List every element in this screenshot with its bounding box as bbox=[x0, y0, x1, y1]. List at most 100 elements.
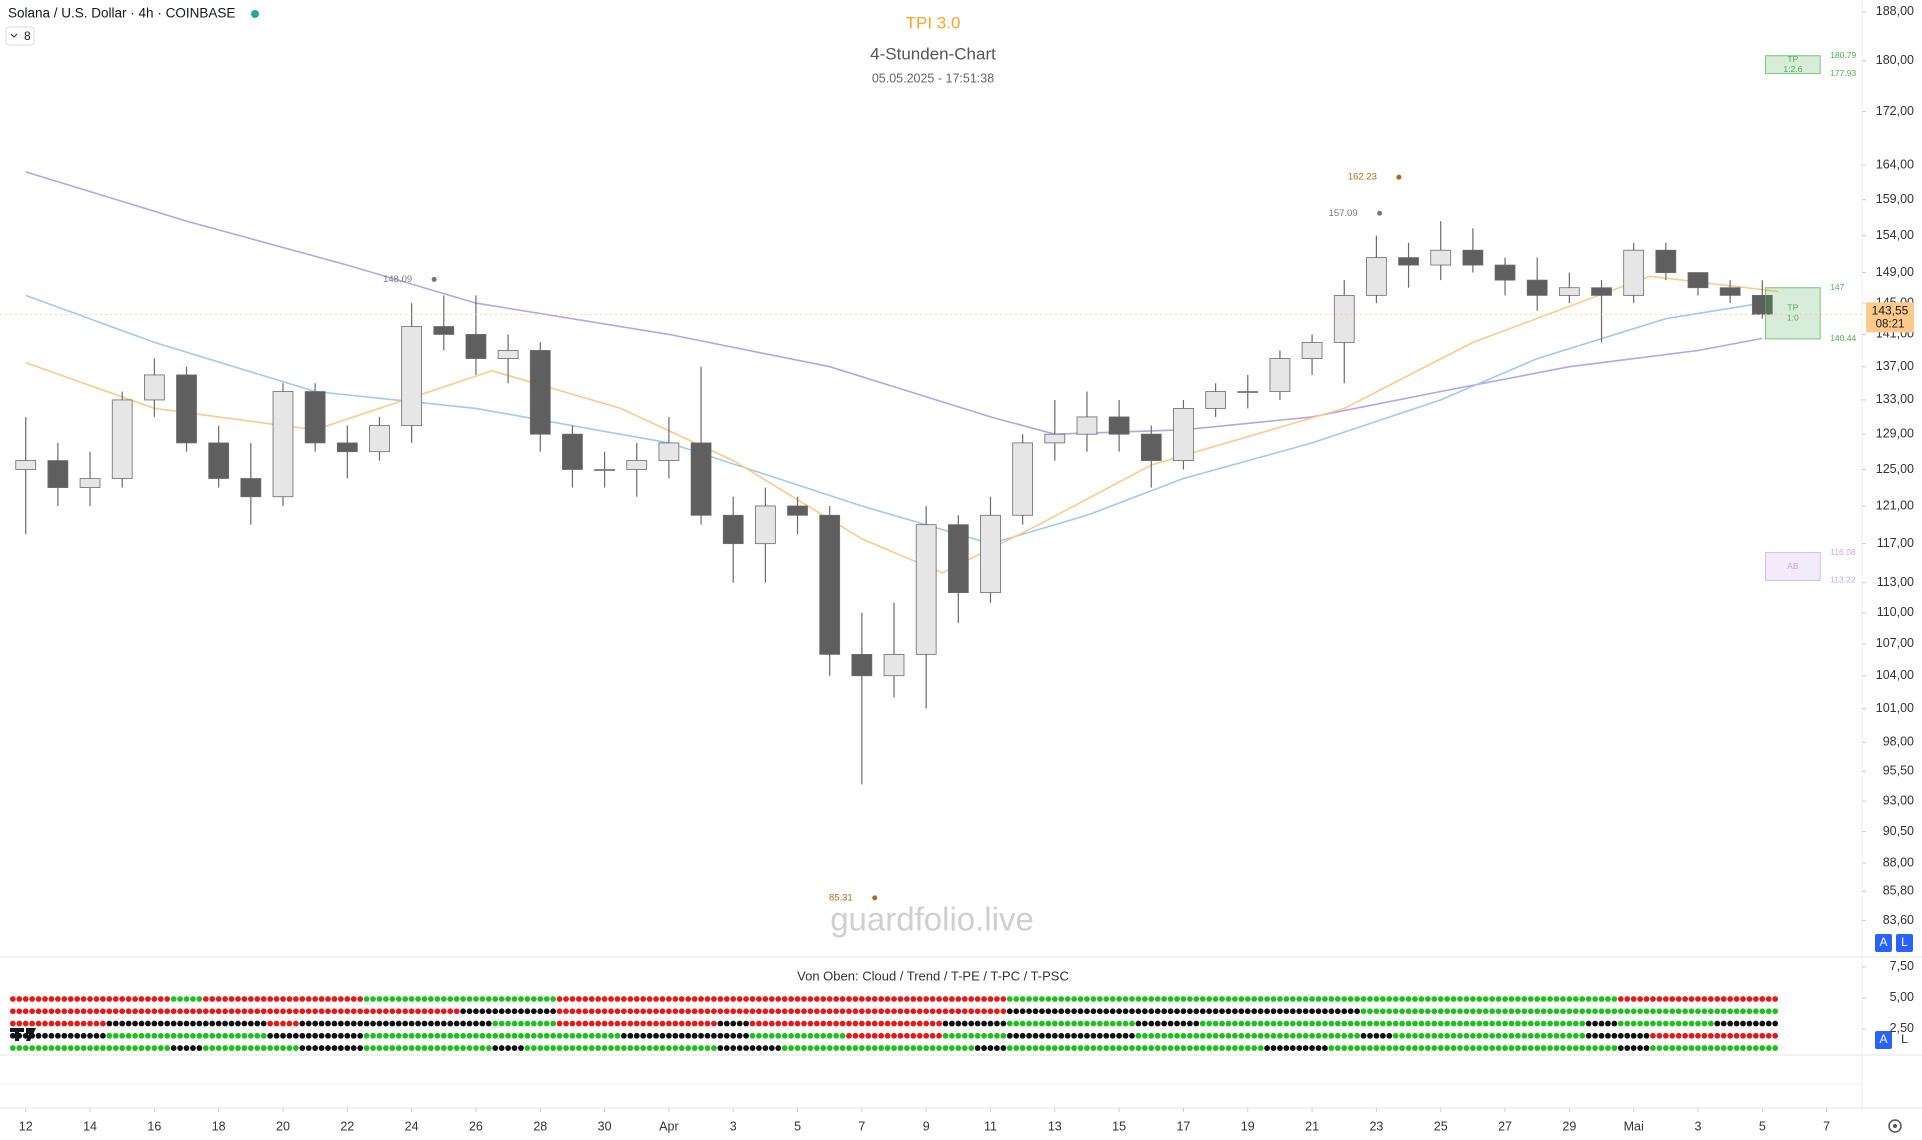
signal-dot bbox=[1039, 1008, 1045, 1015]
signal-dot bbox=[1431, 1008, 1438, 1015]
signal-dot bbox=[1457, 1008, 1463, 1015]
signal-dot bbox=[839, 1045, 846, 1051]
x-tick-label: 15 bbox=[1112, 1119, 1126, 1133]
signal-dot bbox=[897, 1020, 904, 1027]
signal-dot bbox=[672, 996, 679, 1002]
signal-dot bbox=[1476, 996, 1483, 1002]
signal-dot bbox=[1424, 1020, 1431, 1027]
button[interactable] bbox=[1896, 934, 1913, 952]
settings-icon[interactable] bbox=[1888, 1119, 1902, 1133]
signal-dot bbox=[659, 1032, 666, 1039]
candle-body bbox=[1173, 408, 1194, 461]
annotation-label: 157.09 bbox=[1329, 208, 1358, 219]
signal-dot bbox=[1026, 1008, 1032, 1015]
signal-dot bbox=[833, 1032, 840, 1039]
button[interactable] bbox=[1875, 934, 1892, 952]
signal-dot bbox=[466, 1045, 473, 1051]
candle-body bbox=[336, 442, 358, 453]
signal-dot bbox=[202, 1045, 209, 1051]
signal-dot bbox=[1354, 1008, 1361, 1015]
signal-dot bbox=[711, 1045, 717, 1051]
signal-dot bbox=[1064, 1008, 1071, 1015]
button[interactable] bbox=[1875, 1031, 1892, 1049]
badge-count: 8 bbox=[24, 29, 31, 43]
signal-dot bbox=[1084, 996, 1090, 1002]
signal-dot bbox=[16, 1020, 23, 1027]
signal-dot bbox=[440, 1020, 447, 1027]
signal-dot bbox=[222, 1032, 229, 1039]
signal-dot bbox=[614, 1020, 621, 1027]
signal-dot bbox=[846, 1008, 852, 1015]
badge[interactable] bbox=[5, 26, 35, 46]
signal-dot bbox=[582, 1032, 589, 1039]
signal-dot bbox=[350, 996, 357, 1002]
signal-dot bbox=[254, 1032, 261, 1039]
signal-dot bbox=[54, 1008, 61, 1015]
signal-dot bbox=[1077, 1020, 1084, 1027]
signal-dot bbox=[331, 1045, 338, 1051]
x-tick-label: 7 bbox=[1823, 1119, 1830, 1133]
signal-dot bbox=[485, 996, 492, 1002]
signal-dot bbox=[1637, 1045, 1644, 1051]
signal-dot bbox=[563, 1008, 569, 1015]
signal-dot bbox=[138, 1032, 145, 1039]
signal-dot bbox=[518, 996, 524, 1002]
signal-dot bbox=[1289, 1020, 1296, 1027]
candle-body bbox=[1623, 249, 1645, 296]
signal-dot bbox=[1122, 1020, 1129, 1027]
signal-dot bbox=[138, 996, 145, 1002]
signal-dot bbox=[196, 1032, 203, 1039]
signal-dot bbox=[376, 1032, 383, 1039]
signal-dot bbox=[1302, 1008, 1309, 1015]
signal-dot bbox=[1720, 1045, 1727, 1051]
signal-dot bbox=[473, 1008, 479, 1015]
signal-dot bbox=[460, 1008, 466, 1015]
signal-dot bbox=[1669, 1032, 1676, 1039]
signal-dot bbox=[601, 1008, 608, 1015]
signal-dot bbox=[1566, 1032, 1573, 1039]
signal-dot bbox=[1347, 1020, 1354, 1027]
signal-dot bbox=[608, 1032, 614, 1039]
signal-dot bbox=[1720, 996, 1727, 1002]
signal-dot bbox=[826, 1008, 833, 1015]
signal-dot bbox=[389, 1008, 396, 1015]
signal-dot bbox=[1431, 1032, 1438, 1039]
signal-dot bbox=[813, 1020, 820, 1027]
signal-dot bbox=[1322, 1008, 1328, 1015]
signal-dot bbox=[460, 1020, 466, 1027]
signal-dot bbox=[1302, 1032, 1309, 1039]
signal-dot bbox=[1527, 1045, 1534, 1051]
signal-dot bbox=[1444, 1032, 1451, 1039]
signal-dot bbox=[157, 996, 164, 1002]
timestamp: 05.05.2025 - 17:51:38 bbox=[872, 71, 994, 85]
signal-dot bbox=[756, 1008, 762, 1015]
signal-dot bbox=[1592, 1020, 1598, 1027]
signal-dot bbox=[1579, 996, 1586, 1002]
x-tick-label: 26 bbox=[469, 1119, 483, 1133]
signal-dot bbox=[209, 1008, 216, 1015]
zone bbox=[1765, 287, 1821, 340]
signal-dot bbox=[1495, 1008, 1502, 1015]
candle-body bbox=[240, 478, 262, 498]
signal-dot bbox=[170, 1008, 177, 1015]
signal-dot bbox=[1161, 1032, 1168, 1039]
candle-body bbox=[1333, 294, 1355, 343]
signal-dot bbox=[1424, 1032, 1431, 1039]
signal-dot bbox=[106, 1032, 113, 1039]
button-label[interactable]: L bbox=[1901, 1032, 1908, 1046]
signal-dot bbox=[653, 1032, 659, 1039]
signal-dot bbox=[1662, 1032, 1669, 1039]
signal-dot bbox=[1437, 1020, 1444, 1027]
signal-dot bbox=[9, 1008, 16, 1015]
signal-dot bbox=[48, 1045, 55, 1051]
signal-dot bbox=[1296, 1045, 1303, 1051]
candle-body bbox=[15, 460, 37, 470]
signal-dot bbox=[1347, 1045, 1354, 1051]
signal-dot bbox=[1643, 1032, 1650, 1039]
signal-dot bbox=[929, 996, 936, 1002]
signal-dot bbox=[247, 1008, 254, 1015]
signal-dot bbox=[1553, 1045, 1560, 1051]
signal-dot bbox=[1141, 1032, 1148, 1039]
signal-dot bbox=[936, 1045, 942, 1051]
signal-dot bbox=[1084, 1045, 1090, 1051]
